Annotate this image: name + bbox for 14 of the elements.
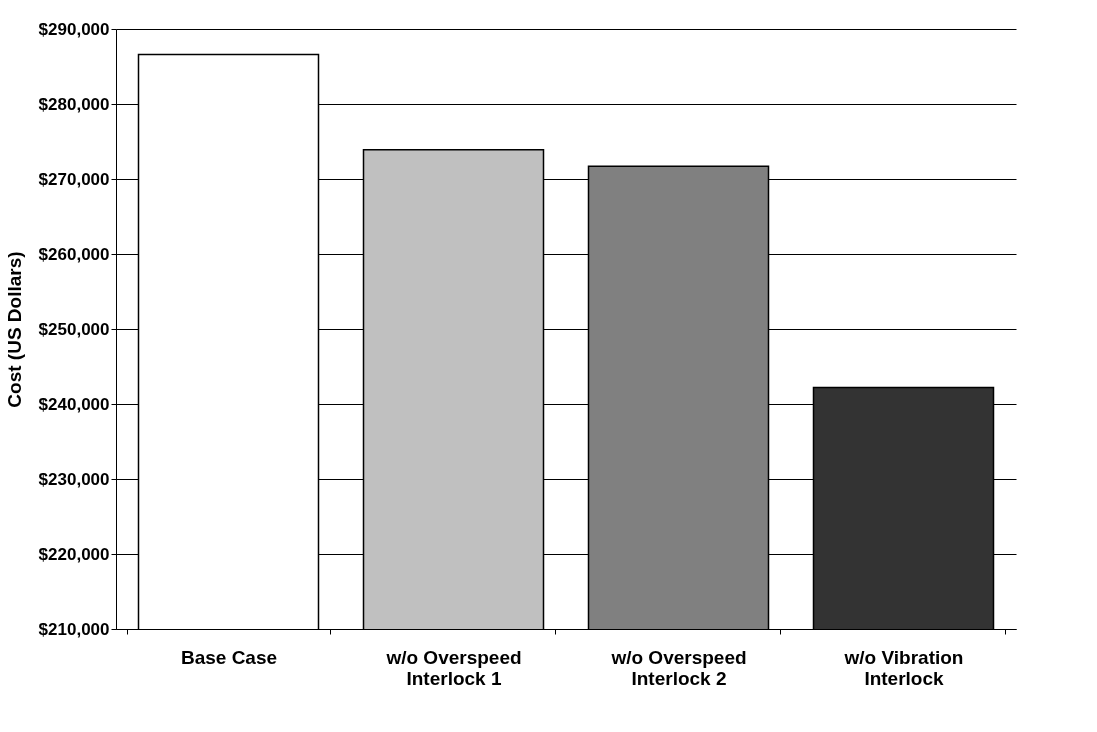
y-tick-label: $230,000 bbox=[38, 469, 110, 489]
y-tick-label: $210,000 bbox=[38, 619, 110, 639]
y-tick-label: $250,000 bbox=[38, 319, 110, 339]
y-tick-label: $240,000 bbox=[38, 394, 110, 414]
x-tick-label: w/o Vibration Interlock bbox=[843, 646, 964, 689]
y-tick-label: $260,000 bbox=[38, 244, 110, 264]
y-tick-label: $220,000 bbox=[38, 544, 110, 564]
y-axis-title: Cost (US Dollars) bbox=[3, 251, 25, 408]
x-tick-label: w/o Overspeed Interlock 2 bbox=[610, 646, 747, 689]
x-tick-label: w/o Overspeed Interlock 1 bbox=[385, 646, 522, 689]
x-tick-label: Base Case bbox=[180, 646, 278, 668]
y-tick-label: $270,000 bbox=[38, 169, 110, 189]
y-tick-label: $280,000 bbox=[38, 94, 110, 114]
y-tick-label: $290,000 bbox=[38, 19, 110, 39]
